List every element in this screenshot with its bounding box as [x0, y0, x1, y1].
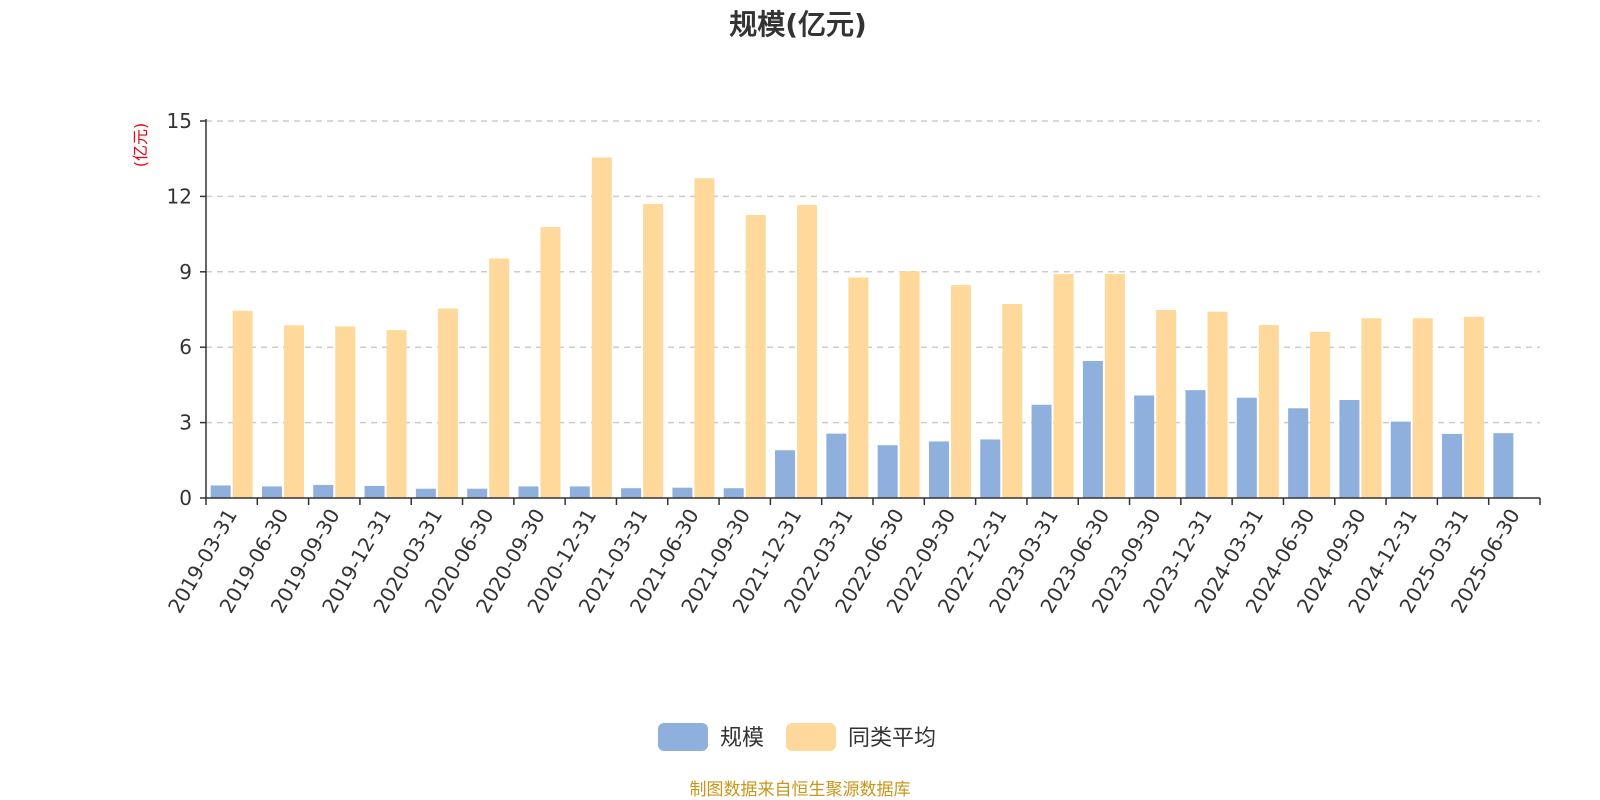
- bar-scale: [1082, 361, 1103, 498]
- y-tick-label: 15: [167, 109, 192, 133]
- source-note: 制图数据来自恒生聚源数据库: [690, 780, 911, 800]
- y-axis-unit-label: (亿元): [131, 123, 150, 168]
- legend-label-peer-average[interactable]: 同类平均: [848, 726, 936, 751]
- bar-scale: [1390, 421, 1411, 498]
- bar-scale: [210, 485, 231, 498]
- bar-scale: [980, 439, 1001, 498]
- y-tick-label: 9: [179, 260, 192, 284]
- y-tick-label: 0: [179, 486, 192, 510]
- bar-peer-average: [848, 277, 869, 498]
- y-tick-label: 3: [179, 411, 192, 435]
- bar-scale: [313, 484, 334, 498]
- bar-scale: [1185, 390, 1206, 498]
- bar-scale: [415, 488, 436, 498]
- bar-scale: [928, 441, 949, 498]
- bar-scale: [1031, 404, 1052, 498]
- chart-title: 规模(亿元): [729, 8, 867, 41]
- bar-scale: [1339, 399, 1360, 498]
- bar-scale: [672, 487, 693, 498]
- bar-peer-average: [437, 308, 458, 498]
- bar-peer-average: [1207, 311, 1228, 498]
- bar-scale: [261, 486, 282, 498]
- legend-swatch-scale[interactable]: [658, 723, 708, 751]
- bar-scale: [1236, 397, 1257, 498]
- bar-scale: [518, 486, 539, 498]
- y-axis-ticks: 0 3 6 9 12 15: [167, 109, 206, 510]
- bar-scale: [723, 488, 744, 498]
- bar-peer-average: [899, 271, 920, 498]
- bar-peer-average: [283, 325, 304, 498]
- bar-scale: [826, 433, 847, 498]
- bar-scale: [621, 488, 642, 498]
- bar-scale: [775, 450, 796, 498]
- bar-peer-average: [489, 258, 510, 498]
- bar-scale: [877, 445, 898, 498]
- bar-peer-average: [694, 178, 715, 498]
- bar-peer-average: [1104, 274, 1125, 498]
- bar-peer-average: [1464, 316, 1485, 498]
- bar-scale: [1288, 408, 1309, 498]
- legend[interactable]: 规模 同类平均: [658, 723, 936, 751]
- legend-label-scale[interactable]: 规模: [720, 726, 764, 751]
- y-tick-label: 12: [167, 184, 192, 208]
- bar-peer-average: [232, 310, 253, 498]
- bar-peer-average: [643, 203, 664, 498]
- legend-swatch-peer-average[interactable]: [786, 723, 836, 751]
- bar-scale: [467, 488, 488, 498]
- bar-peer-average: [1361, 318, 1382, 498]
- bar-scale: [364, 485, 385, 498]
- y-tick-label: 6: [179, 335, 192, 359]
- bar-peer-average: [1412, 318, 1433, 498]
- bars: [210, 157, 1514, 499]
- x-axis-ticks: 2019-03-312019-06-302019-09-302019-12-31…: [163, 498, 1541, 617]
- bar-scale: [569, 486, 590, 498]
- bar-peer-average: [591, 157, 612, 498]
- bar-peer-average: [1258, 325, 1279, 498]
- bar-peer-average: [1310, 331, 1331, 498]
- bar-peer-average: [540, 227, 561, 498]
- bar-scale: [1442, 433, 1463, 498]
- bar-peer-average: [745, 214, 766, 499]
- bar-peer-average: [1053, 274, 1074, 498]
- bar-peer-average: [950, 285, 971, 498]
- bar-peer-average: [386, 330, 407, 498]
- bar-peer-average: [1002, 303, 1023, 498]
- bar-scale: [1493, 433, 1514, 498]
- bar-scale: [1134, 395, 1155, 498]
- bar-peer-average: [1156, 310, 1177, 498]
- bar-peer-average: [797, 204, 818, 499]
- bar-peer-average: [335, 326, 356, 498]
